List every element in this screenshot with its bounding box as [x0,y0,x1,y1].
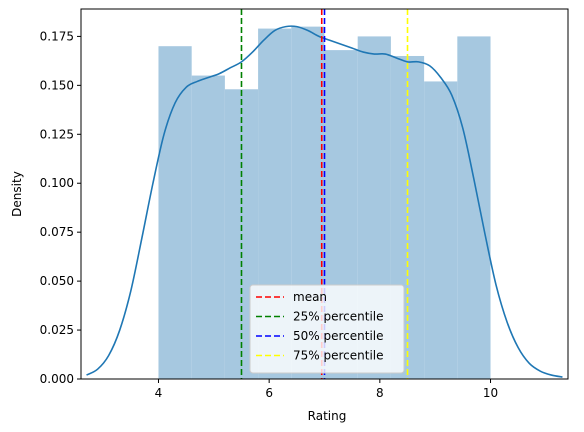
y-tick-label: 0.075 [40,225,74,239]
histogram-bar-9 [424,81,458,379]
y-tick-label: 0.100 [40,176,74,190]
histogram-bar-1 [158,46,192,379]
legend: mean 25% percentile 50% percentile 75% perc… [249,284,405,374]
plot-frame [80,8,569,380]
y-tick-label: 0.125 [40,127,74,141]
y-tick-label: 0.025 [40,323,74,337]
x-tick-label: 6 [265,386,273,400]
histogram-bar-10 [457,36,491,379]
y-tick-label: 0.050 [40,274,74,288]
x-axis-ticks: 4 6 8 10 [155,379,498,400]
x-tick-label: 4 [155,386,163,400]
y-axis-ticks: 0.000 0.025 0.050 0.075 0.100 0.125 0.150 0.175 [40,29,81,386]
x-tick-label: 8 [376,386,384,400]
x-tick-label: 10 [483,386,498,400]
x-axis-label: Rating [308,409,347,423]
histogram-bar-2 [191,75,225,379]
y-tick-label: 0.175 [40,29,74,43]
legend-label: 25% percentile [293,310,384,324]
legend-label: 75% percentile [293,349,384,363]
legend-label: mean [293,290,327,304]
y-tick-label: 0.150 [40,78,74,92]
y-axis-label: Density [10,171,24,217]
y-tick-label: 0.000 [40,372,74,386]
legend-label: 50% percentile [293,329,384,343]
legend-box [249,284,405,374]
